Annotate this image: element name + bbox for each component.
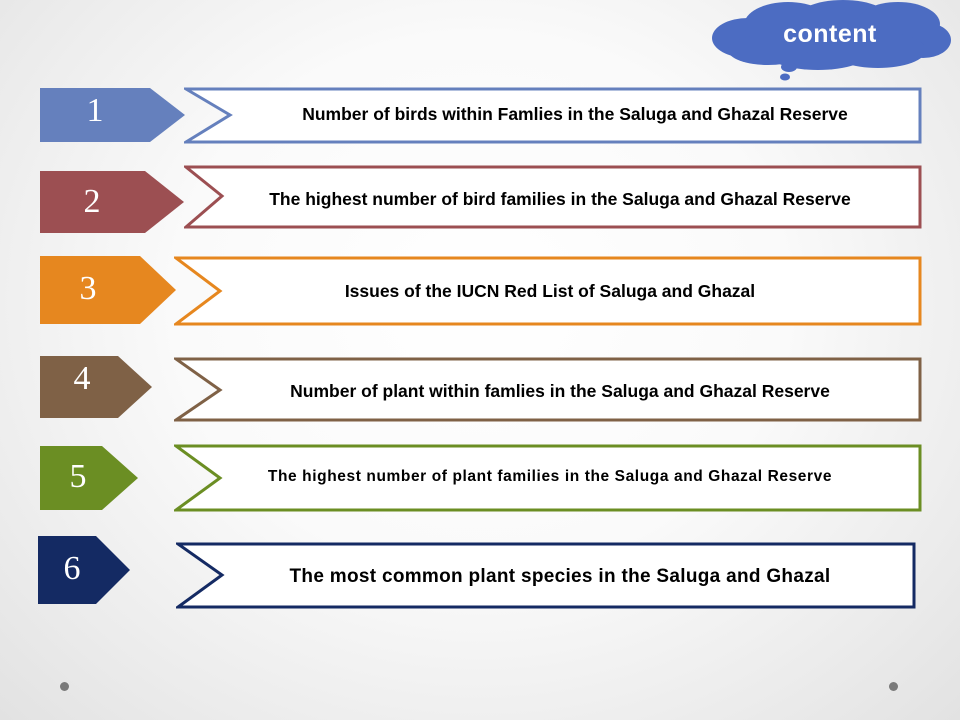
text-banner-6 [176, 542, 916, 609]
item-text-2: The highest number of bird families in t… [269, 189, 851, 209]
decorative-dot-left [60, 682, 69, 691]
number-arrow-5 [40, 446, 138, 510]
item-text-1: Number of birds within Famlies in the Sa… [302, 104, 848, 124]
item-number-3: 3 [79, 270, 97, 307]
item-number-1: 1 [86, 92, 104, 129]
text-banner-1 [184, 87, 922, 144]
number-arrow-3 [40, 256, 176, 324]
number-arrow-4 [40, 356, 152, 418]
content-cloud-badge: content [708, 0, 954, 86]
cloud-shape-icon [712, 0, 951, 81]
text-banner-4 [174, 357, 922, 422]
item-number-4: 4 [73, 360, 91, 397]
item-text-6: The most common plant species in the Sal… [289, 566, 831, 587]
text-banner-2 [184, 165, 922, 229]
item-number-2: 2 [83, 183, 101, 220]
number-arrow-6 [38, 536, 130, 604]
item-text-4: Number of plant within famlies in the Sa… [290, 381, 830, 401]
content-label: content [783, 20, 877, 48]
item-number-5: 5 [69, 458, 87, 495]
number-arrow-1 [40, 88, 185, 142]
decorative-dot-right [889, 682, 898, 691]
item-text-5: The highest number of plant families in … [267, 468, 833, 485]
text-banner-3 [174, 256, 922, 326]
item-number-6: 6 [63, 550, 81, 587]
text-banner-5 [174, 444, 922, 512]
item-text-3: Issues of the IUCN Red List of Saluga an… [344, 281, 756, 301]
number-arrow-2 [40, 171, 184, 233]
